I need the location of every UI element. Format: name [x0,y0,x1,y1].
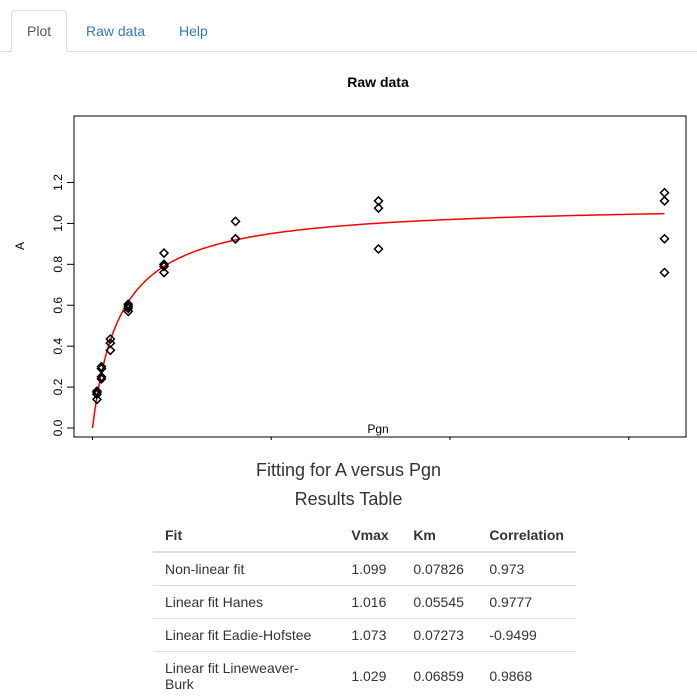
table-row: Non-linear fit 1.099 0.07826 0.973 [153,552,576,586]
cell-correlation: 0.9868 [477,652,576,700]
data-point [661,189,669,197]
header-km: Km [401,519,477,552]
table-row: Linear fit Eadie-Hofstee 1.073 0.07273 -… [153,619,576,652]
cell-correlation: -0.9499 [477,619,576,652]
tab-help[interactable]: Help [163,10,224,52]
data-points [93,189,669,404]
cell-vmax: 1.016 [339,586,401,619]
y-tick-label: 0.2 [51,378,65,395]
header-fit: Fit [153,519,339,552]
tab-plot[interactable]: Plot [11,10,67,52]
header-correlation: Correlation [477,519,576,552]
cell-km: 0.07273 [401,619,477,652]
y-axis-label: A [13,242,27,250]
header-vmax: Vmax [339,519,401,552]
tab-raw-data[interactable]: Raw data [70,10,161,52]
y-tick-label: 0.0 [51,419,65,436]
y-tick-label: 1.0 [51,215,65,232]
results-header-row: Fit Vmax Km Correlation [153,519,576,552]
tab-bar: Plot Raw data Help [0,0,697,52]
y-tick-label: 0.8 [51,256,65,273]
fit-title: Fitting for A versus Pgn [0,460,697,481]
cell-fit: Linear fit Eadie-Hofstee [153,619,339,652]
data-point [661,235,669,243]
cell-vmax: 1.029 [339,652,401,700]
data-point [232,217,240,225]
plot-frame [74,116,686,437]
scatter-chart: Raw data 0.00.51.01.5 0.0 0.2 0.4 0.6 0.8 1.0… [0,60,697,440]
cell-km: 0.07826 [401,552,477,586]
cell-vmax: 1.099 [339,552,401,586]
chart-title: Raw data [347,74,409,90]
data-point [661,197,669,205]
data-point [661,269,669,277]
y-tick-label: 1.2 [51,174,65,191]
table-row: Linear fit Lineweaver-Burk 1.029 0.06859… [153,652,576,700]
x-axis-label: Pgn [367,422,388,436]
data-point [160,249,168,257]
results-table-title: Results Table [0,489,697,510]
y-tick-label: 0.4 [51,338,65,355]
cell-correlation: 0.9777 [477,586,576,619]
cell-vmax: 1.073 [339,619,401,652]
cell-km: 0.06859 [401,652,477,700]
y-axis: 0.0 0.2 0.4 0.6 0.8 1.0 1.2 [51,174,74,437]
data-point [375,245,383,253]
cell-fit: Linear fit Hanes [153,586,339,619]
cell-fit: Non-linear fit [153,552,339,586]
table-row: Linear fit Hanes 1.016 0.05545 0.9777 [153,586,576,619]
cell-km: 0.05545 [401,586,477,619]
y-tick-label: 0.6 [51,297,65,314]
cell-correlation: 0.973 [477,552,576,586]
results-table: Fit Vmax Km Correlation Non-linear fit 1… [153,519,576,700]
cell-fit: Linear fit Lineweaver-Burk [153,652,339,700]
x-axis: 0.00.51.01.5 [84,437,637,440]
